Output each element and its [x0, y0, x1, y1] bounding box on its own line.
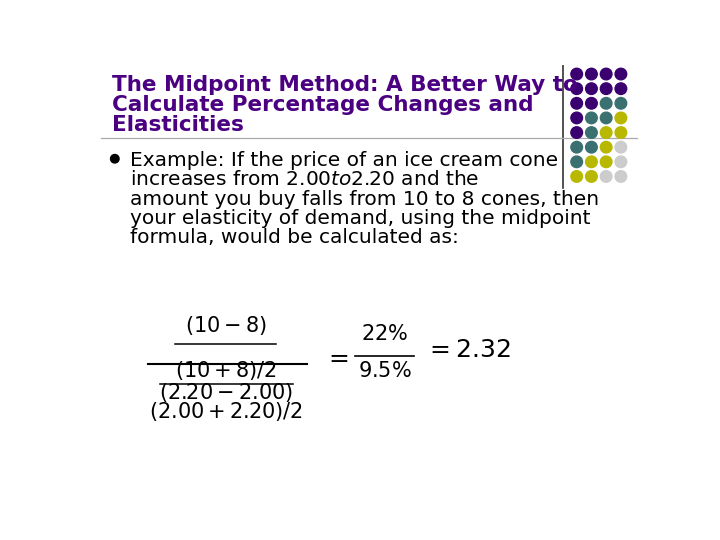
Text: Elasticities: Elasticities — [112, 115, 243, 135]
Circle shape — [571, 112, 582, 124]
Text: $= 2.32$: $= 2.32$ — [425, 338, 510, 362]
Text: Calculate Percentage Changes and: Calculate Percentage Changes and — [112, 95, 534, 115]
Text: amount you buy falls from 10 to 8 cones, then: amount you buy falls from 10 to 8 cones,… — [130, 190, 600, 208]
Circle shape — [585, 141, 597, 153]
Circle shape — [571, 156, 582, 167]
Text: $9.5\%$: $9.5\%$ — [358, 361, 411, 381]
Circle shape — [600, 171, 612, 182]
Text: formula, would be calculated as:: formula, would be calculated as: — [130, 228, 459, 247]
Text: $(10-8)$: $(10-8)$ — [184, 314, 266, 338]
Circle shape — [600, 127, 612, 138]
Circle shape — [615, 68, 626, 80]
Circle shape — [585, 171, 597, 182]
Text: $=$: $=$ — [324, 346, 349, 369]
Circle shape — [615, 112, 626, 124]
Circle shape — [571, 83, 582, 94]
Text: your elasticity of demand, using the midpoint: your elasticity of demand, using the mid… — [130, 209, 591, 228]
Text: $22\%$: $22\%$ — [361, 323, 408, 343]
Circle shape — [600, 156, 612, 167]
Circle shape — [571, 141, 582, 153]
Circle shape — [585, 83, 597, 94]
Circle shape — [585, 98, 597, 109]
Circle shape — [615, 98, 626, 109]
Circle shape — [615, 171, 626, 182]
Text: The Midpoint Method: A Better Way to: The Midpoint Method: A Better Way to — [112, 75, 577, 95]
Text: $(2.00+2.20)/2$: $(2.00+2.20)/2$ — [149, 400, 302, 423]
Text: increases from $2.00 to $2.20 and the: increases from $2.00 to $2.20 and the — [130, 170, 480, 190]
Circle shape — [615, 127, 626, 138]
Text: Example: If the price of an ice cream cone: Example: If the price of an ice cream co… — [130, 151, 559, 170]
Circle shape — [600, 68, 612, 80]
Circle shape — [615, 156, 626, 167]
Circle shape — [585, 156, 597, 167]
Circle shape — [600, 112, 612, 124]
Circle shape — [571, 68, 582, 80]
Text: $(2.20-2.00)$: $(2.20-2.00)$ — [158, 381, 292, 403]
Circle shape — [615, 141, 626, 153]
Circle shape — [111, 154, 119, 163]
Circle shape — [571, 98, 582, 109]
Circle shape — [600, 98, 612, 109]
Circle shape — [600, 141, 612, 153]
Circle shape — [600, 83, 612, 94]
Circle shape — [585, 68, 597, 80]
Circle shape — [585, 127, 597, 138]
Circle shape — [585, 112, 597, 124]
Text: $(10+8)/2$: $(10+8)/2$ — [175, 359, 276, 382]
Circle shape — [615, 83, 626, 94]
Circle shape — [571, 171, 582, 182]
Circle shape — [571, 127, 582, 138]
